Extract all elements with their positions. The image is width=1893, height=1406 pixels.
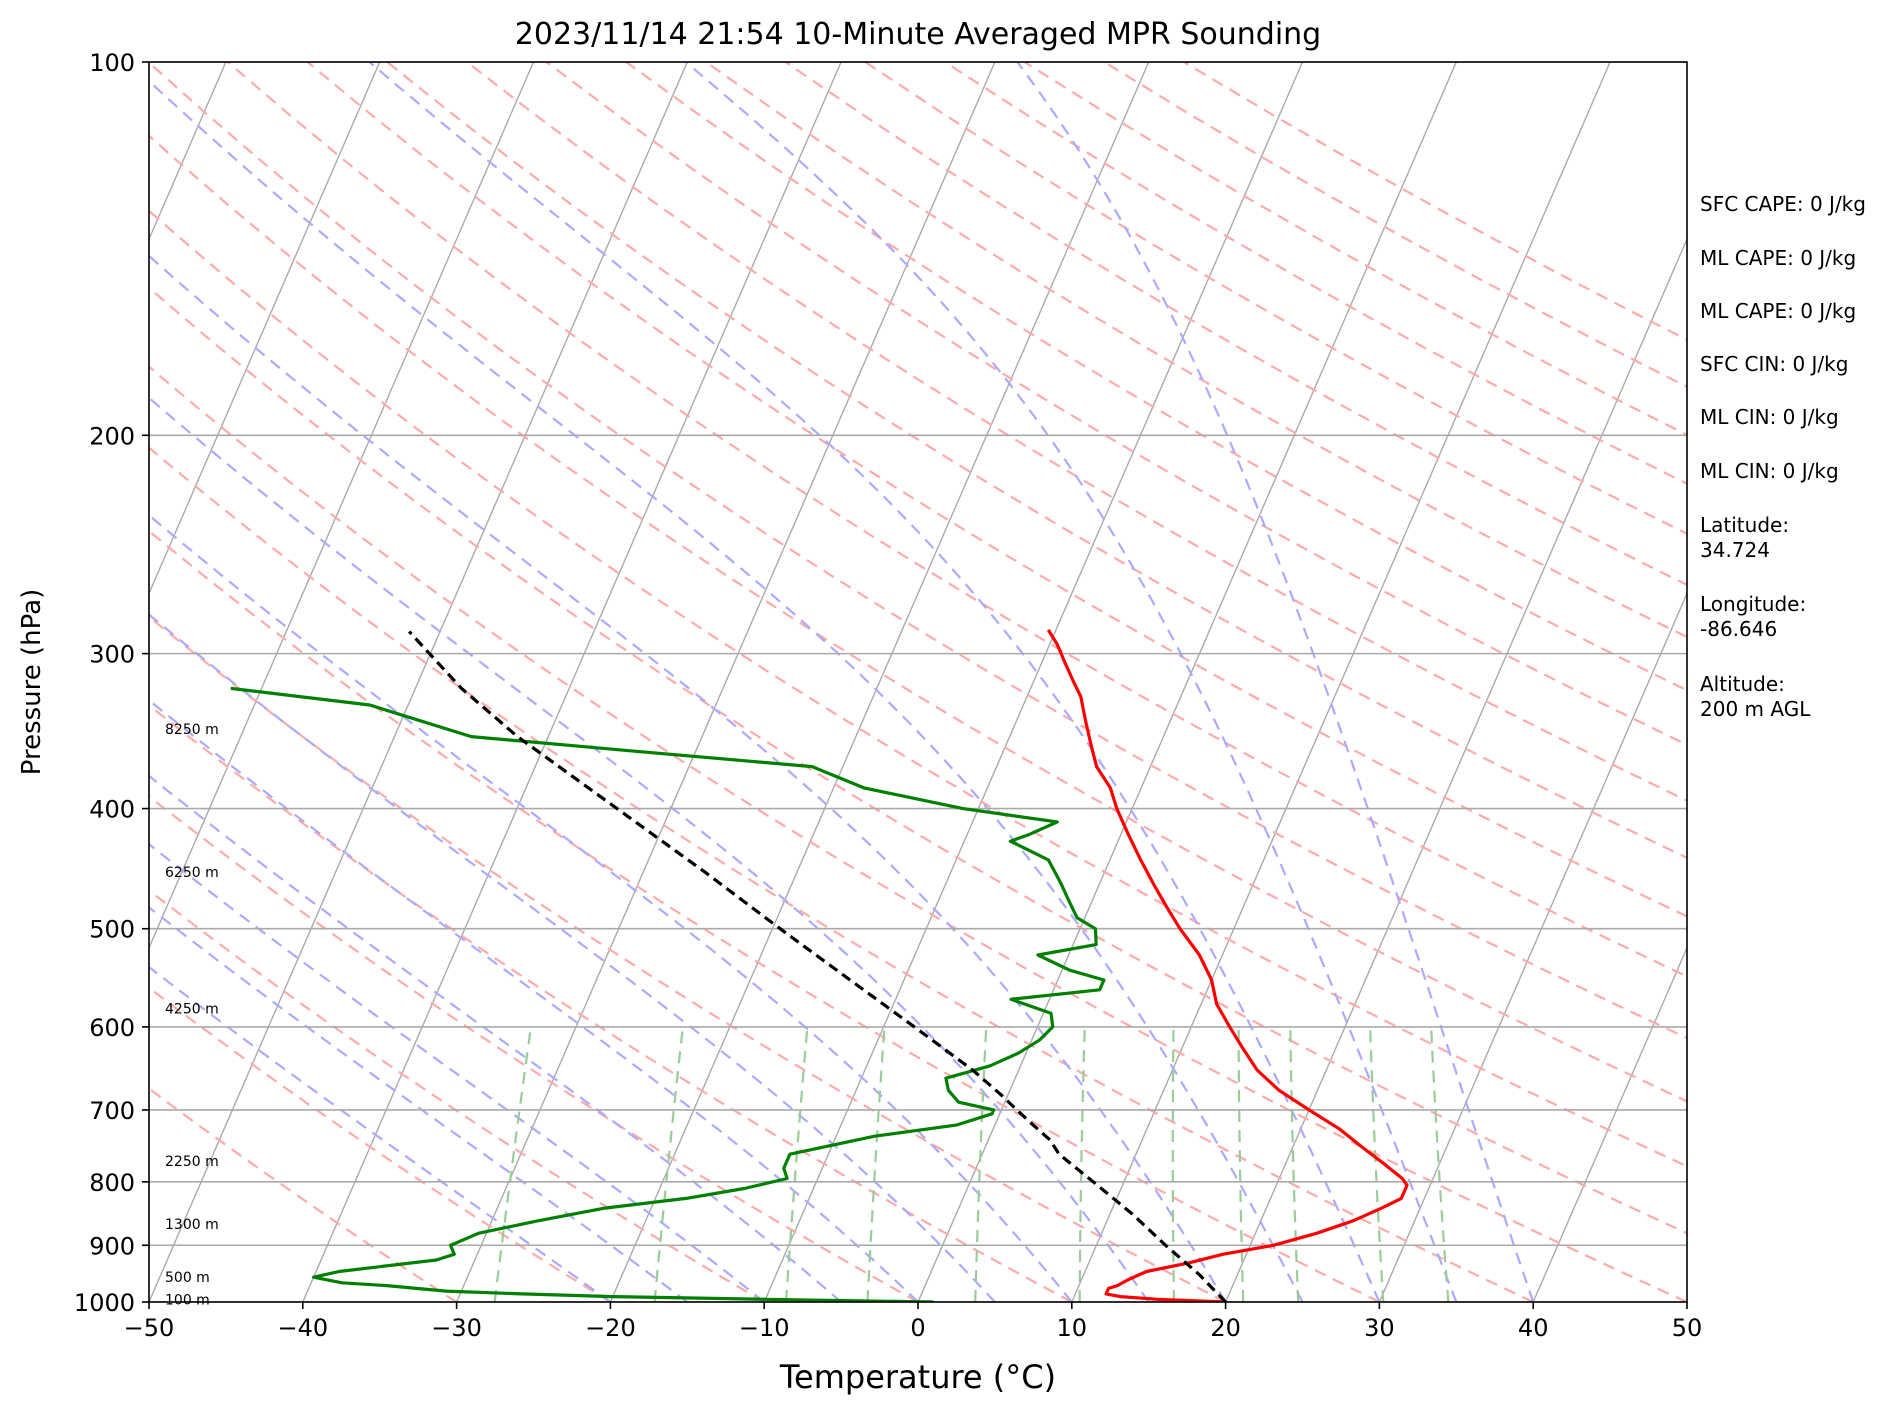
x-tick-label: −30 bbox=[431, 1314, 482, 1342]
temperature-line bbox=[1046, 628, 1409, 1302]
latitude-label: Latitude: 34.724 bbox=[1700, 513, 1790, 562]
chart-title: 2023/11/14 21:54 10-Minute Averaged MPR … bbox=[515, 17, 1321, 52]
height-label: 100 m bbox=[165, 1292, 210, 1308]
isotherm-line bbox=[1532, 945, 1687, 1302]
x-tick-label: −50 bbox=[124, 1314, 175, 1342]
parcel-line bbox=[408, 630, 1227, 1302]
dry-adiabat-line bbox=[149, 794, 919, 1302]
x-tick-label: −20 bbox=[585, 1314, 636, 1342]
isotherm-line bbox=[149, 62, 535, 950]
height-labels: 8250 m 6250 m 4250 m 2250 m 1300 m 500 m 100 m bbox=[165, 722, 219, 1308]
height-label: 1300 m bbox=[165, 1217, 219, 1233]
dry-adiabat-line bbox=[149, 615, 1227, 1302]
x-axis-ticks: −50 −40 −30 −20 −10 0 10 20 30 40 50 bbox=[124, 1302, 1703, 1342]
dry-adiabat-line bbox=[149, 209, 1687, 1168]
y-tick-label: 900 bbox=[89, 1232, 135, 1260]
dry-adiabat-line bbox=[149, 446, 1534, 1302]
dry-adiabat-line bbox=[466, 62, 1687, 802]
dry-adiabat-line bbox=[149, 365, 1687, 1302]
ml-cin-label-2: ML CIN: 0 J/kg bbox=[1700, 459, 1839, 483]
moist-adiabat-line bbox=[685, 62, 1458, 1302]
sfc-cin-label: SFC CIN: 0 J/kg bbox=[1700, 352, 1849, 376]
moist-adiabat-line bbox=[368, 62, 1381, 1302]
isotherm-line bbox=[302, 62, 842, 1302]
dry-adiabat-line bbox=[784, 62, 1687, 587]
y-tick-label: 400 bbox=[89, 796, 135, 824]
ml-cin-label: ML CIN: 0 J/kg bbox=[1700, 405, 1839, 429]
x-tick-label: −10 bbox=[739, 1314, 790, 1342]
y-axis-ticks: 1000 900 800 700 600 500 400 300 200 100 bbox=[74, 49, 149, 1317]
y-tick-label: 200 bbox=[89, 422, 135, 450]
y-tick-label: 500 bbox=[89, 916, 135, 944]
isotherm-line bbox=[763, 62, 1304, 1302]
x-tick-label: −40 bbox=[277, 1314, 328, 1342]
y-tick-label: 600 bbox=[89, 1014, 135, 1042]
moist-adiabat-line bbox=[149, 698, 919, 1302]
sfc-cape-label: SFC CAPE: 0 J/kg bbox=[1700, 192, 1866, 216]
dry-adiabat-line bbox=[149, 134, 1687, 1103]
isotherm-line bbox=[1224, 237, 1687, 1302]
moist-adiabat-line bbox=[1016, 62, 1535, 1302]
moist-adiabat-line bbox=[149, 842, 765, 1302]
x-axis-label: Temperature (°C) bbox=[779, 1358, 1056, 1396]
x-tick-label: 10 bbox=[1057, 1314, 1088, 1342]
x-tick-label: 30 bbox=[1364, 1314, 1395, 1342]
y-tick-label: 1000 bbox=[74, 1289, 135, 1317]
dewpoint-line bbox=[230, 686, 1106, 1302]
ml-cape-label: ML CAPE: 0 J/kg bbox=[1700, 246, 1857, 270]
isotherm-line bbox=[149, 62, 688, 1302]
sounding-series bbox=[230, 628, 1409, 1302]
pressure-gridlines bbox=[149, 62, 1687, 1302]
ml-cape-label-2: ML CAPE: 0 J/kg bbox=[1700, 299, 1857, 323]
y-axis-label: Pressure (hPa) bbox=[17, 589, 47, 776]
moist-adiabat-line bbox=[149, 254, 1227, 1302]
x-tick-label: 40 bbox=[1518, 1314, 1549, 1342]
moist-adiabat-line bbox=[149, 79, 1304, 1302]
moist-adiabat-line bbox=[149, 613, 996, 1302]
y-tick-label: 700 bbox=[89, 1097, 135, 1125]
background-lines bbox=[149, 62, 1687, 1302]
dry-adiabat-line bbox=[149, 286, 1687, 1235]
y-tick-label: 100 bbox=[89, 49, 135, 77]
isotherm-line bbox=[1071, 62, 1611, 1302]
moist-adiabat-line bbox=[149, 396, 1150, 1302]
moist-adiabat-line bbox=[149, 965, 612, 1302]
height-label: 4250 m bbox=[165, 1002, 219, 1018]
isotherm-line bbox=[455, 62, 996, 1302]
dry-adiabat-line bbox=[705, 62, 1687, 639]
dry-adiabat-line bbox=[227, 62, 1687, 978]
x-tick-label: 0 bbox=[910, 1314, 925, 1342]
isotherm-line bbox=[149, 62, 381, 596]
height-label: 6250 m bbox=[165, 865, 219, 881]
dry-adiabat-line bbox=[545, 62, 1687, 747]
x-tick-label: 50 bbox=[1672, 1314, 1703, 1342]
longitude-label: Longitude: -86.646 bbox=[1700, 592, 1807, 641]
altitude-label: Altitude: 200 m AGL bbox=[1700, 672, 1811, 721]
dry-adiabat-line bbox=[149, 62, 1687, 1040]
isotherm-line bbox=[917, 62, 1457, 1302]
y-tick-label: 300 bbox=[89, 641, 135, 669]
height-label: 500 m bbox=[165, 1270, 210, 1286]
isotherm-line bbox=[609, 62, 1150, 1302]
y-tick-label: 800 bbox=[89, 1169, 135, 1197]
isotherm-line bbox=[1378, 591, 1687, 1302]
dry-adiabat-line bbox=[149, 986, 611, 1302]
dry-adiabat-line bbox=[306, 62, 1687, 918]
moist-adiabat-line bbox=[149, 774, 842, 1302]
height-label: 2250 m bbox=[165, 1154, 219, 1170]
height-label: 8250 m bbox=[165, 722, 219, 738]
x-tick-label: 20 bbox=[1210, 1314, 1241, 1342]
dry-adiabat-line bbox=[149, 889, 765, 1302]
dry-adiabat-line bbox=[149, 703, 1073, 1302]
